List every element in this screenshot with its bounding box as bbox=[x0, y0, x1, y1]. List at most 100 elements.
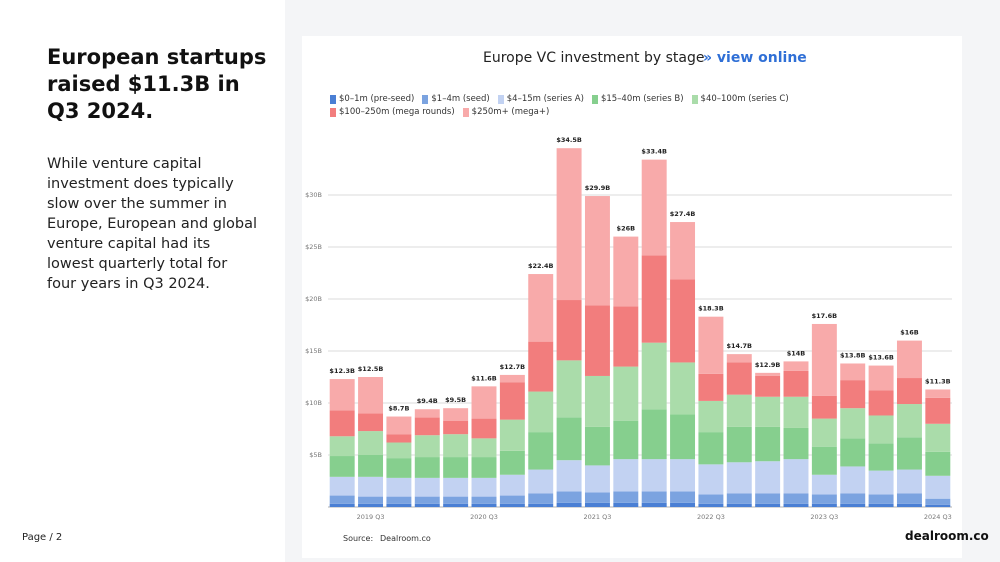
bar-segment bbox=[783, 493, 809, 504]
source: Dealroom.co bbox=[380, 534, 431, 543]
bar-segment bbox=[613, 236, 639, 307]
bar-segment bbox=[726, 426, 752, 463]
bar-segment bbox=[726, 354, 752, 363]
bar-segment bbox=[783, 459, 809, 494]
bar-segment bbox=[755, 426, 781, 462]
bar-segment bbox=[641, 255, 667, 343]
y-tick-label: $25B bbox=[305, 243, 322, 251]
total-label: $16B bbox=[900, 329, 919, 337]
legend-label: $40–100m (series C) bbox=[700, 94, 789, 104]
bar-segment bbox=[868, 415, 894, 444]
heading: European startups raised $11.3B in Q3 20… bbox=[47, 45, 267, 123]
bar-segment bbox=[358, 455, 384, 477]
bar-segment bbox=[783, 370, 809, 397]
bar-segment bbox=[499, 495, 525, 504]
total-label: $14B bbox=[787, 349, 806, 357]
y-tick-label: $20B bbox=[305, 295, 322, 303]
bar-segment bbox=[925, 423, 951, 452]
legend-entry: $4–15m (series A) bbox=[497, 94, 584, 104]
bar-segment bbox=[329, 503, 355, 507]
bar-segment bbox=[613, 491, 639, 503]
view-online-link[interactable]: » view online bbox=[703, 50, 807, 66]
bar-segment bbox=[443, 434, 469, 458]
bar-segment bbox=[528, 341, 554, 392]
y-tick-label: $15B bbox=[305, 347, 322, 355]
bar-segment bbox=[755, 396, 781, 427]
total-label: $12.7B bbox=[500, 363, 526, 371]
bar-segment bbox=[499, 503, 525, 507]
bar-segment bbox=[811, 503, 837, 507]
total-label: $12.9B bbox=[755, 361, 781, 369]
x-tick-label: 2021 Q3 bbox=[584, 513, 612, 521]
bar-segment bbox=[613, 459, 639, 492]
bar-segment bbox=[840, 363, 866, 381]
bar-segment bbox=[414, 457, 440, 478]
bar-segment bbox=[329, 410, 355, 437]
bar-segment bbox=[896, 503, 922, 507]
total-label: $8.7B bbox=[388, 405, 409, 413]
legend-label: $1–4m (seed) bbox=[431, 94, 490, 104]
bar-segment bbox=[840, 503, 866, 507]
bar-segment bbox=[726, 493, 752, 504]
bar-segment bbox=[329, 456, 355, 477]
bar-segment bbox=[443, 420, 469, 435]
legend-label: $0–1m (pre-seed) bbox=[339, 94, 415, 104]
bar-segment bbox=[868, 503, 894, 507]
total-label: $26B bbox=[617, 225, 636, 233]
bar-segment bbox=[528, 274, 554, 342]
bar-segment bbox=[925, 389, 951, 398]
bar-segment bbox=[471, 503, 497, 507]
bar-segment bbox=[499, 419, 525, 451]
bar-segment bbox=[840, 493, 866, 504]
bar-segment bbox=[755, 372, 781, 376]
total-label: $22.4B bbox=[528, 262, 554, 270]
bar-segment bbox=[925, 397, 951, 424]
bar-segment bbox=[499, 474, 525, 496]
legend-swatch bbox=[330, 107, 336, 117]
bar-segment bbox=[358, 431, 384, 455]
bar-segment bbox=[840, 438, 866, 467]
total-label: $13.8B bbox=[840, 351, 866, 359]
bar-segment bbox=[868, 443, 894, 471]
x-tick-label: 2019 Q3 bbox=[357, 513, 385, 521]
legend-entry: $250m+ (mega+) bbox=[462, 107, 550, 117]
bar-segment bbox=[840, 408, 866, 439]
bar-segment bbox=[556, 502, 582, 507]
legend-entry: $15–40m (series B) bbox=[591, 94, 684, 104]
bar-segment bbox=[556, 417, 582, 461]
bar-segment bbox=[641, 491, 667, 503]
bar-segment bbox=[471, 418, 497, 439]
bar-segment bbox=[358, 476, 384, 497]
bar-segment bbox=[698, 373, 724, 401]
x-tick-label: 2020 Q3 bbox=[470, 513, 498, 521]
bar-segment bbox=[811, 323, 837, 396]
bar-segment bbox=[556, 300, 582, 361]
bar-segment bbox=[613, 502, 639, 507]
legend-entry: $40–100m (series C) bbox=[691, 94, 789, 104]
total-label: $12.5B bbox=[358, 365, 384, 373]
bar-segment bbox=[670, 414, 696, 460]
bar-segment bbox=[896, 378, 922, 405]
bar-segment bbox=[726, 503, 752, 507]
bar-segment bbox=[499, 374, 525, 383]
bar-segment bbox=[783, 396, 809, 428]
bar-segment bbox=[698, 400, 724, 433]
legend-label: $250m+ (mega+) bbox=[471, 107, 550, 117]
bar-segment bbox=[443, 503, 469, 507]
bar-segment bbox=[471, 477, 497, 497]
total-label: $18.3B bbox=[698, 305, 724, 313]
bar-segment bbox=[443, 496, 469, 504]
bar-segment bbox=[358, 496, 384, 504]
bar-segment bbox=[896, 404, 922, 438]
total-label: $9.5B bbox=[445, 396, 466, 404]
bar-segment bbox=[499, 450, 525, 475]
bar-segment bbox=[698, 316, 724, 374]
bar-segment bbox=[471, 438, 497, 458]
chart-title: Europe VC investment by stage bbox=[483, 50, 704, 66]
bar-segment bbox=[329, 495, 355, 504]
legend-entry: $0–1m (pre-seed) bbox=[330, 94, 414, 104]
bar-segment bbox=[584, 375, 610, 427]
legend-swatch bbox=[591, 94, 598, 104]
bar-segment bbox=[556, 460, 582, 492]
